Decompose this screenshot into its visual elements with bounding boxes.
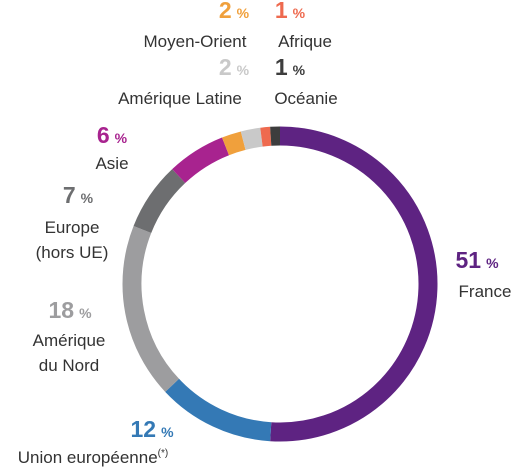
category-text: Moyen-Orient bbox=[144, 32, 247, 51]
category-text: Amérique Latine bbox=[118, 89, 242, 108]
value-unit: % bbox=[486, 255, 499, 271]
donut-segment bbox=[240, 127, 263, 150]
category-label: Union européenne(*) bbox=[18, 448, 168, 467]
value-unit: % bbox=[293, 5, 306, 21]
value-number: 2 bbox=[219, 54, 232, 80]
category-label: Amérique Latine bbox=[118, 89, 242, 108]
category-label: Afrique bbox=[278, 32, 332, 51]
value-number: 7 bbox=[63, 182, 76, 208]
category-label: France bbox=[459, 282, 512, 301]
donut-segment bbox=[270, 126, 438, 442]
value-number: 6 bbox=[97, 122, 110, 148]
value-label: 12% bbox=[130, 416, 174, 442]
category-text: Afrique bbox=[278, 32, 332, 51]
donut-segment bbox=[222, 131, 246, 156]
category-text: Europe bbox=[45, 218, 100, 237]
value-unit: % bbox=[81, 190, 94, 206]
footnote-mark: (*) bbox=[158, 448, 169, 459]
category-label: du Nord bbox=[39, 356, 99, 375]
category-label: (hors UE) bbox=[36, 243, 109, 262]
category-label: Moyen-Orient bbox=[144, 32, 247, 51]
donut-segment bbox=[122, 226, 180, 392]
value-unit: % bbox=[161, 424, 174, 440]
category-text: Union européenne bbox=[18, 448, 158, 467]
value-unit: % bbox=[79, 305, 92, 321]
value-number: 18 bbox=[48, 297, 74, 323]
value-label: 6% bbox=[97, 122, 128, 148]
category-text: du Nord bbox=[39, 356, 99, 375]
value-number: 12 bbox=[130, 416, 156, 442]
category-label: Europe bbox=[45, 218, 100, 237]
value-label: 7% bbox=[63, 182, 94, 208]
category-text: (hors UE) bbox=[36, 243, 109, 262]
value-number: 1 bbox=[275, 0, 288, 23]
category-label: Amérique bbox=[33, 331, 106, 350]
value-number: 51 bbox=[455, 247, 481, 273]
category-text: Asie bbox=[95, 154, 128, 173]
value-label: 2% bbox=[219, 0, 250, 23]
donut-segment bbox=[165, 378, 272, 442]
category-text: Amérique bbox=[33, 331, 106, 350]
value-label: 1% bbox=[275, 0, 306, 23]
value-number: 2 bbox=[219, 0, 232, 23]
value-label: 18% bbox=[48, 297, 92, 323]
value-unit: % bbox=[237, 62, 250, 78]
donut-segment bbox=[260, 126, 272, 147]
category-label: Océanie bbox=[274, 89, 337, 108]
value-label: 2% bbox=[219, 54, 250, 80]
value-unit: % bbox=[237, 5, 250, 21]
category-label: Asie bbox=[95, 154, 128, 173]
category-text: France bbox=[459, 282, 512, 301]
value-unit: % bbox=[115, 130, 128, 146]
donut-segment bbox=[133, 169, 186, 234]
category-text: Océanie bbox=[274, 89, 337, 108]
value-unit: % bbox=[293, 62, 306, 78]
value-number: 1 bbox=[275, 54, 288, 80]
value-label: 1% bbox=[275, 54, 306, 80]
value-label: 51% bbox=[455, 247, 499, 273]
donut-segment bbox=[172, 137, 230, 184]
